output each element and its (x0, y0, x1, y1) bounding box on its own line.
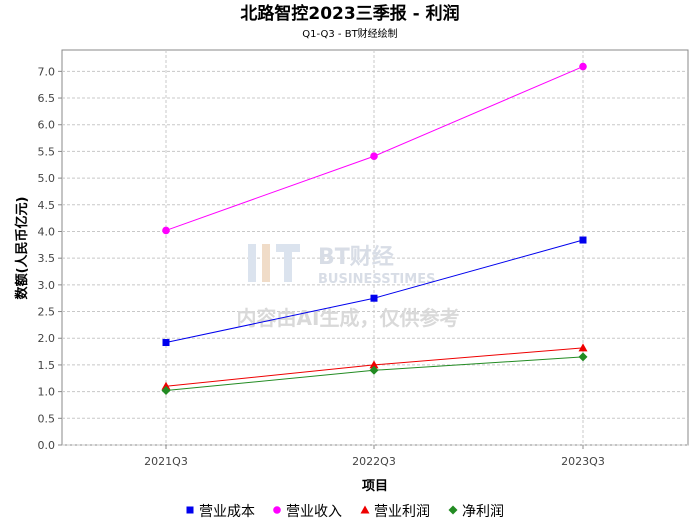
watermark-text: 内容由AI生成，仅供参考 (237, 306, 460, 330)
y-tick-label: 2.5 (38, 306, 56, 319)
y-axis-label: 数额(人民币亿元) (14, 197, 30, 300)
x-tick-label: 2021Q3 (144, 455, 188, 468)
y-axis-ticks: 0.0 0.5 1.0 1.5 2.0 2.5 3.0 3.5 4.0 4.5 5.0 5.5 6.0 6… (38, 65, 62, 452)
watermark-logo-bar-4 (284, 252, 292, 282)
x-axis-ticks: 2021Q3 2022Q3 2023Q3 (144, 445, 605, 468)
legend-label: 营业利润 (374, 504, 430, 520)
data-point (161, 381, 171, 390)
legend-marker (360, 505, 370, 514)
data-point (162, 339, 170, 347)
watermark-logo: BT财经 (318, 244, 394, 270)
chart-title: 北路智控2023三季报 - 利润 (240, 3, 459, 24)
data-point (370, 294, 378, 302)
watermark-logo-sub: BUSINESSTIMES (318, 272, 435, 287)
grid-lines (62, 50, 688, 446)
y-tick-label: 2.0 (38, 332, 56, 345)
x-tick-label: 2022Q3 (352, 455, 396, 468)
y-tick-label: 6.0 (38, 119, 56, 132)
legend-marker (186, 506, 194, 514)
y-tick-label: 0.0 (38, 439, 56, 452)
x-tick-label: 2023Q3 (561, 455, 605, 468)
x-axis-label: 项目 (362, 479, 388, 494)
y-tick-label: 1.0 (38, 386, 56, 399)
y-tick-label: 4.0 (38, 225, 56, 238)
legend: 营业成本 营业收入 营业利润 净利润 (186, 504, 504, 520)
series-lines (161, 62, 588, 396)
y-tick-label: 4.5 (38, 199, 56, 212)
y-tick-label: 7.0 (38, 65, 56, 78)
data-point (578, 352, 588, 362)
y-tick-label: 3.5 (38, 252, 56, 265)
watermark: BT财经 BUSINESSTIMES 内容由AI生成，仅供参考 (237, 244, 460, 330)
data-point (162, 226, 170, 235)
y-tick-label: 5.5 (38, 145, 56, 158)
y-tick-label: 1.5 (38, 359, 56, 372)
y-tick-label: 0.5 (38, 412, 56, 425)
data-point (369, 365, 379, 375)
y-tick-label: 3.0 (38, 279, 56, 292)
legend-marker (448, 505, 458, 515)
legend-marker (273, 506, 281, 514)
chart-subtitle: Q1-Q3 - BT财经绘制 (302, 27, 397, 40)
data-point (579, 62, 587, 71)
watermark-logo-bar-1 (248, 244, 256, 282)
watermark-logo-bar-3 (276, 244, 300, 252)
legend-label: 净利润 (462, 504, 504, 520)
data-point (579, 236, 587, 244)
y-tick-label: 5.0 (38, 172, 56, 185)
data-point (578, 343, 588, 352)
legend-label: 营业成本 (199, 504, 255, 520)
legend-label: 营业收入 (286, 504, 342, 520)
y-tick-label: 6.5 (38, 92, 56, 105)
data-point (370, 152, 378, 161)
watermark-logo-bar-2 (262, 244, 270, 282)
data-point (369, 360, 379, 369)
data-point (161, 386, 171, 396)
